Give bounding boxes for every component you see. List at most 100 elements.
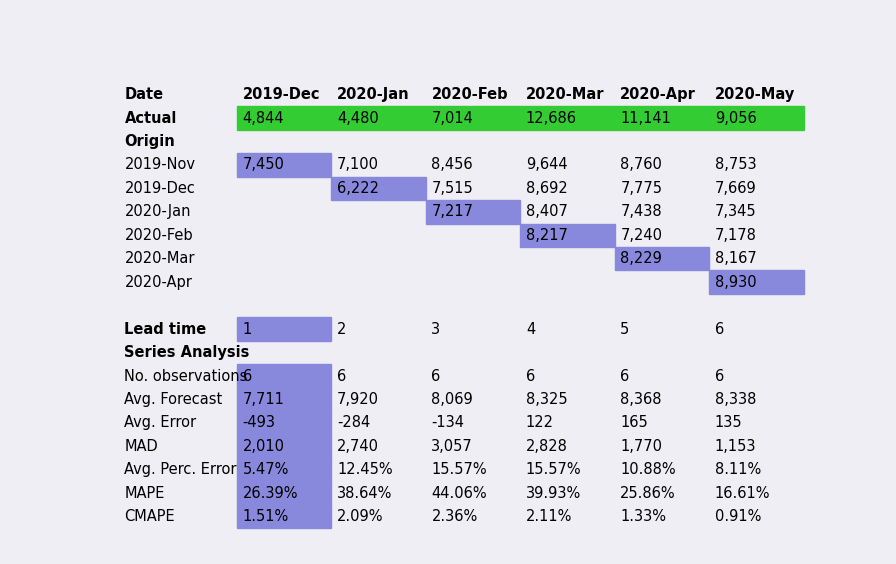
- Text: 2.11%: 2.11%: [526, 509, 573, 524]
- Text: 6,222: 6,222: [337, 181, 379, 196]
- Text: 7,711: 7,711: [243, 392, 284, 407]
- Text: 6: 6: [715, 321, 724, 337]
- Text: 9,644: 9,644: [526, 157, 567, 173]
- Text: 1.51%: 1.51%: [243, 509, 289, 524]
- Text: 15.57%: 15.57%: [526, 462, 582, 477]
- Text: 7,438: 7,438: [620, 204, 662, 219]
- Text: 2020-Mar: 2020-Mar: [526, 87, 605, 102]
- Text: Series Analysis: Series Analysis: [125, 345, 250, 360]
- Text: CMAPE: CMAPE: [125, 509, 175, 524]
- Bar: [426, 200, 521, 223]
- Bar: [710, 271, 804, 294]
- Bar: [237, 505, 332, 528]
- Text: 8.11%: 8.11%: [715, 462, 761, 477]
- Text: 12.45%: 12.45%: [337, 462, 392, 477]
- Text: 2: 2: [337, 321, 347, 337]
- Bar: [237, 482, 332, 505]
- Text: 8,167: 8,167: [715, 252, 756, 266]
- Text: 9,056: 9,056: [715, 111, 756, 126]
- Text: 16.61%: 16.61%: [715, 486, 771, 501]
- Text: 3,057: 3,057: [432, 439, 473, 454]
- Text: Lead time: Lead time: [125, 321, 207, 337]
- Text: 6: 6: [337, 368, 346, 384]
- Text: 1,770: 1,770: [620, 439, 662, 454]
- Text: 8,338: 8,338: [715, 392, 756, 407]
- Text: 3: 3: [432, 321, 441, 337]
- Text: 7,515: 7,515: [432, 181, 473, 196]
- Text: 8,753: 8,753: [715, 157, 756, 173]
- Text: 8,407: 8,407: [526, 204, 568, 219]
- Bar: [237, 153, 332, 177]
- Text: 6: 6: [243, 368, 252, 384]
- Text: 6: 6: [432, 368, 441, 384]
- Text: Actual: Actual: [125, 111, 177, 126]
- Text: 2,828: 2,828: [526, 439, 568, 454]
- Bar: [615, 247, 710, 271]
- Text: 2020-Apr: 2020-Apr: [125, 275, 193, 290]
- Text: -284: -284: [337, 416, 370, 430]
- Text: 44.06%: 44.06%: [432, 486, 487, 501]
- Text: 4,844: 4,844: [243, 111, 284, 126]
- Text: 122: 122: [526, 416, 554, 430]
- Text: 38.64%: 38.64%: [337, 486, 392, 501]
- Text: 39.93%: 39.93%: [526, 486, 582, 501]
- Text: 8,456: 8,456: [432, 157, 473, 173]
- Bar: [521, 223, 615, 247]
- Text: Avg. Forecast: Avg. Forecast: [125, 392, 223, 407]
- Text: 2019-Dec: 2019-Dec: [243, 87, 320, 102]
- Bar: [237, 107, 804, 130]
- Text: 2020-Apr: 2020-Apr: [620, 87, 696, 102]
- Text: 5: 5: [620, 321, 630, 337]
- Text: No. observations: No. observations: [125, 368, 248, 384]
- Text: 7,450: 7,450: [243, 157, 284, 173]
- Text: 7,240: 7,240: [620, 228, 662, 243]
- Text: 10.88%: 10.88%: [620, 462, 676, 477]
- Text: MAPE: MAPE: [125, 486, 165, 501]
- Text: Avg. Perc. Error: Avg. Perc. Error: [125, 462, 237, 477]
- Text: Origin: Origin: [125, 134, 176, 149]
- Text: 8,069: 8,069: [432, 392, 473, 407]
- Text: 4,480: 4,480: [337, 111, 379, 126]
- Text: 4: 4: [526, 321, 535, 337]
- Text: 26.39%: 26.39%: [243, 486, 298, 501]
- Text: 8,325: 8,325: [526, 392, 567, 407]
- Text: 7,669: 7,669: [715, 181, 756, 196]
- Bar: [237, 387, 332, 411]
- Text: 6: 6: [526, 368, 535, 384]
- Text: 8,930: 8,930: [715, 275, 756, 290]
- Text: 165: 165: [620, 416, 648, 430]
- Text: 6: 6: [620, 368, 630, 384]
- Text: 8,229: 8,229: [620, 252, 662, 266]
- Text: 15.57%: 15.57%: [432, 462, 487, 477]
- Text: 2019-Nov: 2019-Nov: [125, 157, 195, 173]
- Text: 7,920: 7,920: [337, 392, 379, 407]
- Text: 8,368: 8,368: [620, 392, 662, 407]
- Text: 2019-Dec: 2019-Dec: [125, 181, 195, 196]
- Text: 8,760: 8,760: [620, 157, 662, 173]
- Text: MAD: MAD: [125, 439, 159, 454]
- Bar: [237, 364, 332, 387]
- Text: -493: -493: [243, 416, 276, 430]
- Bar: [237, 411, 332, 435]
- Text: 2,010: 2,010: [243, 439, 285, 454]
- Text: -134: -134: [432, 416, 464, 430]
- Bar: [237, 458, 332, 482]
- Text: 2020-Feb: 2020-Feb: [125, 228, 194, 243]
- Text: 2020-Jan: 2020-Jan: [337, 87, 409, 102]
- Text: 7,014: 7,014: [432, 111, 473, 126]
- Text: 2.36%: 2.36%: [432, 509, 478, 524]
- Text: 7,100: 7,100: [337, 157, 379, 173]
- Text: 5.47%: 5.47%: [243, 462, 289, 477]
- Bar: [237, 318, 332, 341]
- Text: 2020-May: 2020-May: [715, 87, 795, 102]
- Text: 2020-Feb: 2020-Feb: [432, 87, 508, 102]
- Text: 25.86%: 25.86%: [620, 486, 676, 501]
- Text: 12,686: 12,686: [526, 111, 577, 126]
- Text: 7,345: 7,345: [715, 204, 756, 219]
- Text: 2020-Mar: 2020-Mar: [125, 252, 195, 266]
- Text: 1,153: 1,153: [715, 439, 756, 454]
- Text: 0.91%: 0.91%: [715, 509, 761, 524]
- Text: Date: Date: [125, 87, 164, 102]
- Text: 11,141: 11,141: [620, 111, 671, 126]
- Text: 7,217: 7,217: [432, 204, 473, 219]
